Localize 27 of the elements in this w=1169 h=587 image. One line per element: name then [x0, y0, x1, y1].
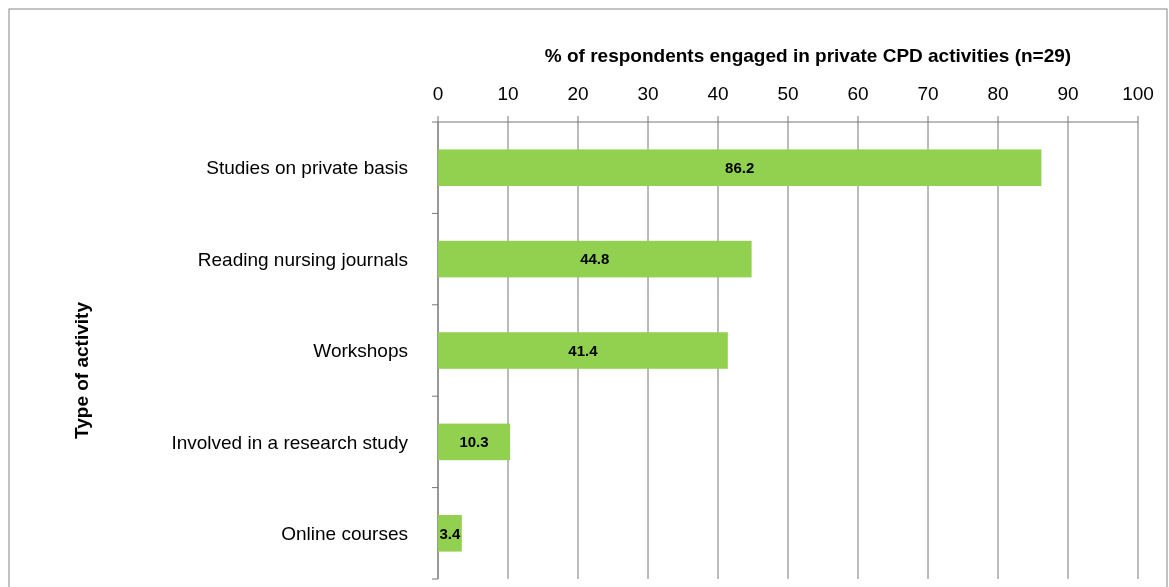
- bar: [438, 149, 1042, 186]
- x-tick-label: 90: [1057, 83, 1079, 104]
- bar: [438, 240, 752, 278]
- x-tick-label: 80: [987, 83, 1009, 104]
- x-tick-label: 50: [777, 83, 799, 104]
- x-tick-label: 70: [917, 83, 939, 104]
- y-tick-label: Involved in a research study: [171, 431, 409, 453]
- data-label: 41.4: [568, 341, 599, 359]
- x-tick-label: 60: [847, 83, 869, 104]
- bar: [438, 423, 511, 461]
- data-label: 10.3: [459, 433, 489, 451]
- data-label: 86.2: [725, 158, 755, 176]
- x-tick-label: 100: [1122, 83, 1154, 104]
- x-tick-label: 20: [567, 83, 589, 104]
- y-tick-label: Reading nursing journals: [197, 248, 408, 270]
- x-tick-label: 0: [432, 83, 444, 104]
- y-axis-title: Type of activity: [71, 301, 92, 439]
- x-tick-label: 30: [637, 83, 659, 104]
- x-tick-label: 10: [497, 83, 519, 104]
- data-label: 44.8: [580, 250, 610, 268]
- x-axis-title: % of respondents engaged in private CPD activities (n=29): [544, 45, 1072, 66]
- bar: [438, 332, 728, 369]
- y-tick-label: Studies on private basis: [206, 157, 408, 179]
- data-label: 3.4: [439, 524, 461, 542]
- y-tick-label: Online courses: [281, 522, 408, 544]
- y-tick-label: Workshops: [313, 340, 408, 362]
- x-tick-label: 40: [707, 83, 729, 104]
